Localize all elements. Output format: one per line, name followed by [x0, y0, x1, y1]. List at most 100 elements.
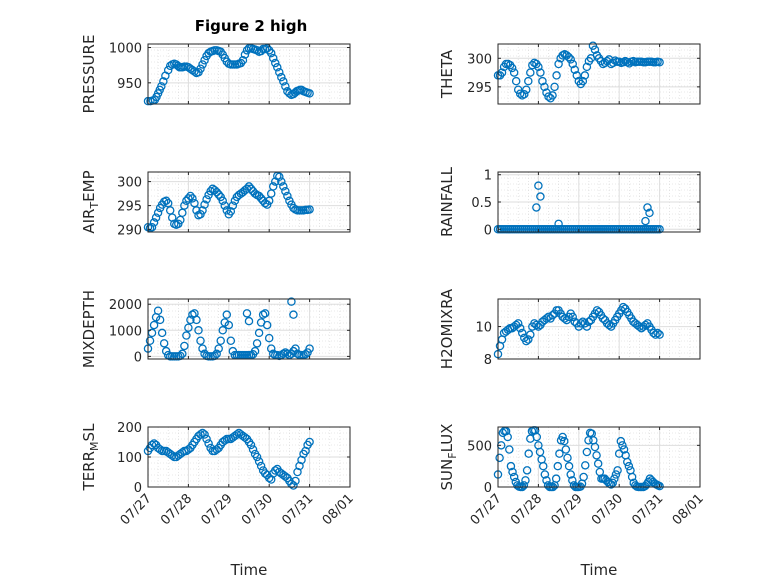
data-point [198, 344, 207, 353]
data-point [260, 309, 270, 318]
data-point [524, 76, 533, 86]
data-point [186, 315, 195, 325]
x-axis-label: Time [230, 561, 268, 579]
data-point [248, 445, 258, 454]
data-point [155, 315, 165, 325]
data-point [277, 72, 286, 82]
data-point [641, 216, 650, 226]
data-point [305, 89, 314, 98]
data-point [539, 461, 548, 471]
data-point [552, 71, 561, 80]
data-point [180, 341, 189, 351]
data-point [279, 77, 288, 86]
data-point [534, 181, 543, 190]
y-axis-label: H2OMIXRA [438, 288, 456, 369]
axes-frame [147, 43, 351, 105]
y-tick-label: 950 [117, 77, 142, 92]
data-point [212, 349, 221, 359]
data-point [538, 76, 547, 86]
y-axis-label: RAINFALL [438, 166, 456, 237]
data-point [224, 320, 234, 330]
y-tick-label: 295 [467, 81, 492, 96]
data-point [153, 208, 163, 218]
data-point [202, 434, 211, 444]
data-point [521, 476, 530, 485]
data-point [616, 436, 626, 446]
data-point [258, 310, 268, 319]
data-point [252, 46, 262, 55]
data-point [262, 320, 272, 330]
data-point [564, 52, 573, 62]
data-point [264, 333, 274, 343]
data-point [519, 481, 529, 490]
data-point [608, 478, 617, 488]
data-point [534, 62, 543, 72]
data-point [561, 445, 571, 454]
data-point [214, 344, 223, 353]
data-point [222, 310, 232, 319]
data-point [560, 314, 569, 323]
data-point [252, 339, 262, 348]
data-point [279, 182, 288, 191]
data-point [291, 476, 300, 486]
data-point [192, 315, 201, 325]
data-point [623, 457, 632, 467]
data-point [167, 451, 177, 460]
y-tick-label: 300 [467, 52, 492, 67]
data-point [608, 58, 618, 68]
y-tick-label: 300 [117, 176, 142, 191]
y-tick-label: 1 [484, 169, 492, 184]
data-point [271, 58, 280, 68]
data-point [198, 60, 207, 69]
data-point [604, 320, 614, 330]
data-point [220, 436, 230, 445]
data-point [293, 349, 302, 359]
series-markers [493, 426, 664, 492]
data-point [287, 297, 296, 306]
data-point [503, 432, 512, 442]
data-point [590, 442, 600, 452]
data-point [592, 451, 601, 460]
y-tick-label: 0 [484, 223, 492, 238]
data-point [550, 82, 559, 92]
figure-title: Figure 2 high [195, 17, 308, 35]
y-tick-label: 2000 [109, 298, 142, 313]
data-point [232, 430, 242, 439]
data-point [268, 182, 278, 191]
y-tick-label: 0 [134, 350, 142, 365]
data-point [305, 205, 314, 214]
data-point [240, 50, 250, 59]
data-point [528, 60, 537, 70]
data-point [588, 41, 598, 50]
data-point [254, 328, 264, 338]
data-point [551, 474, 561, 483]
data-point [266, 48, 276, 58]
y-tick-label: 200 [117, 421, 142, 436]
subplot-5: 0 1000 2000 MIXDEPTH [80, 290, 351, 368]
data-point [184, 323, 193, 332]
data-point [532, 203, 541, 212]
data-point [540, 82, 549, 92]
data-point [580, 71, 590, 80]
data-point [279, 349, 288, 359]
data-point [645, 208, 654, 218]
data-point [218, 196, 227, 206]
y-tick-label: 500 [467, 439, 492, 454]
data-point [266, 344, 276, 353]
data-point [186, 191, 195, 201]
data-point [305, 437, 314, 447]
data-point [544, 92, 553, 101]
series-markers [143, 428, 314, 490]
data-point [581, 461, 590, 470]
data-point [198, 428, 207, 438]
y-tick-label: 8 [484, 353, 492, 368]
data-point [226, 336, 236, 345]
data-point [522, 85, 531, 94]
data-point [214, 190, 223, 199]
data-point [558, 432, 567, 442]
y-axis-label: MIXDEPTH [80, 290, 98, 368]
data-point [641, 320, 650, 330]
data-point [149, 218, 159, 227]
data-point [509, 68, 519, 77]
